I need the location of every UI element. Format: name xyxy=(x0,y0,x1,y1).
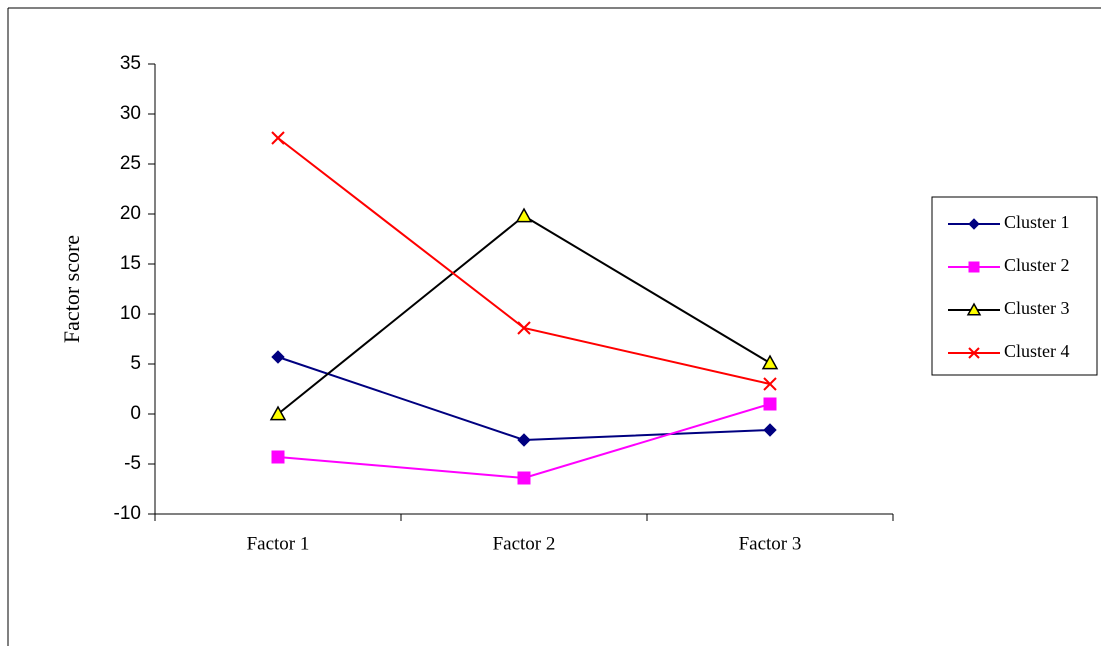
data-point-marker xyxy=(763,377,777,391)
series-lines xyxy=(277,137,771,480)
y-tick-label: 30 xyxy=(120,103,141,124)
x-tick-label: Factor 3 xyxy=(739,533,802,554)
x-tick-label: Factor 2 xyxy=(493,533,556,554)
y-tick-label: -10 xyxy=(114,503,141,524)
data-point-marker xyxy=(763,397,777,411)
y-tick-label: 0 xyxy=(130,403,141,424)
legend-items: Cluster 1 Cluster 2 Cluster 3 Cluster 4 xyxy=(948,212,1070,361)
y-tick-label: 25 xyxy=(120,153,141,174)
data-point-marker xyxy=(517,471,531,485)
data-point-marker xyxy=(968,261,980,273)
data-point-marker xyxy=(271,450,285,464)
legend-item: Cluster 3 xyxy=(948,298,1070,318)
data-point-marker xyxy=(515,207,533,223)
legend-item: Cluster 2 xyxy=(948,255,1070,275)
y-tick-label: 10 xyxy=(120,303,141,324)
series-line xyxy=(277,356,771,442)
x-tick-label: Factor 1 xyxy=(247,533,310,554)
y-tick-label: 35 xyxy=(120,53,141,74)
axes xyxy=(148,63,894,521)
data-point-marker xyxy=(271,350,285,364)
legend-label: Cluster 4 xyxy=(1004,341,1070,361)
y-axis-label: Factor score xyxy=(59,235,84,343)
data-point-marker xyxy=(269,405,287,421)
legend-label: Cluster 2 xyxy=(1004,255,1070,275)
data-point-marker xyxy=(517,433,531,447)
data-point-marker xyxy=(968,347,980,359)
data-point-marker xyxy=(968,218,980,230)
legend: Cluster 1 Cluster 2 Cluster 3 Cluster 4 xyxy=(931,196,1098,376)
y-tick-label: 5 xyxy=(130,353,141,374)
data-point-marker xyxy=(761,354,779,370)
legend-label: Cluster 1 xyxy=(1004,212,1070,232)
tick-labels: -10 -5 0 5 10 15 20 25 30 35 Factor 1 Factor 2 Facto… xyxy=(114,53,802,554)
data-point-marker xyxy=(966,302,982,316)
legend-label: Cluster 3 xyxy=(1004,298,1070,318)
y-tick-label: 15 xyxy=(120,253,141,274)
y-tick-label: 20 xyxy=(120,203,141,224)
y-tick-label: -5 xyxy=(124,453,141,474)
legend-item: Cluster 1 xyxy=(948,212,1070,232)
series-line xyxy=(277,214,771,415)
data-point-marker xyxy=(271,131,285,145)
data-point-marker xyxy=(763,423,777,437)
series-line xyxy=(277,137,771,385)
legend-item: Cluster 4 xyxy=(948,341,1070,361)
data-point-marker xyxy=(517,321,531,335)
legend-box xyxy=(931,196,1098,376)
series-markers xyxy=(269,131,779,485)
